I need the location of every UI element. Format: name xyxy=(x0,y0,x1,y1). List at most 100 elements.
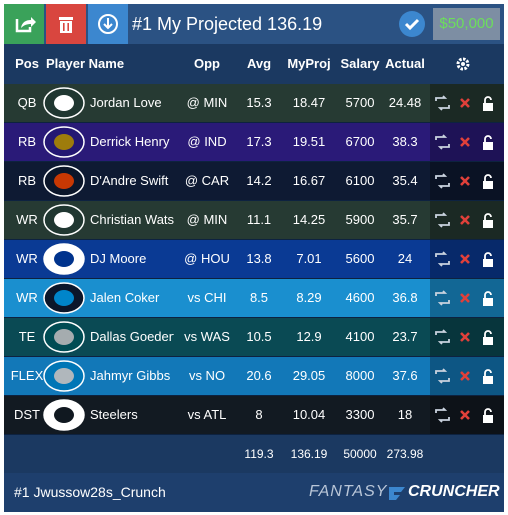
position: RB xyxy=(17,173,37,188)
delete-button[interactable] xyxy=(46,4,86,44)
footer: #1 Jwussow28s_Crunch FANTASY CRUNCHER xyxy=(4,473,504,512)
row-actions xyxy=(430,396,504,434)
lineup-title: #1 My Projected 136.19 xyxy=(132,14,323,34)
stat-cell: 14.2 xyxy=(246,173,272,188)
player-row: WR DJ Moore @ HOU 13.8 7.01 5600 24 xyxy=(4,240,504,279)
stat-cell: 17.3 xyxy=(246,134,272,149)
brand-right: CRUNCHER xyxy=(408,483,500,500)
team-logo xyxy=(43,126,85,158)
stat-cell: 6700 xyxy=(345,134,375,149)
stat-cell: 6100 xyxy=(345,173,375,188)
column-header: Pos xyxy=(15,56,39,71)
action-icons[interactable] xyxy=(430,279,504,317)
position: QB xyxy=(17,95,37,110)
row-actions xyxy=(430,201,504,239)
total-cell: 136.19 xyxy=(290,447,328,461)
total-cell: 273.98 xyxy=(386,447,424,461)
player-name: Steelers xyxy=(90,407,138,422)
stat-cell: 8 xyxy=(255,407,263,422)
confirm-button[interactable] xyxy=(398,10,426,38)
action-icons[interactable] xyxy=(430,201,504,239)
stat-cell: 8000 xyxy=(345,368,375,383)
player-row: WR Jalen Coker vs CHI 8.5 8.29 4600 36.8 xyxy=(4,279,504,318)
action-icons[interactable] xyxy=(430,357,504,395)
stat-cell: 4100 xyxy=(345,329,375,344)
row-actions xyxy=(430,279,504,317)
stat-cell: 14.25 xyxy=(292,212,326,227)
action-icons[interactable] xyxy=(430,396,504,434)
share-button[interactable] xyxy=(4,4,44,44)
team-logo xyxy=(43,399,85,431)
lineup-card: #1 My Projected 136.19 $50,000 Pos Player… xyxy=(4,4,504,512)
stat-cell: vs NO xyxy=(188,368,226,383)
player-name: Christian Watsc xyxy=(90,212,174,227)
stat-cell: @ MIN xyxy=(186,95,228,110)
player-row: DST Steelers vs ATL 8 10.04 3300 18 xyxy=(4,396,504,435)
stat-cell: 10.04 xyxy=(292,407,326,422)
team-logo xyxy=(43,165,85,197)
stat-cell: 18 xyxy=(397,407,413,422)
player-row: TE Dallas Goedert vs WAS 10.5 12.9 4100 23.7 xyxy=(4,318,504,357)
row-actions xyxy=(430,162,504,200)
download-button[interactable] xyxy=(88,4,128,44)
stat-cell: 7.01 xyxy=(296,251,322,266)
player-name: Jordan Love xyxy=(90,95,162,110)
stat-cell: 35.7 xyxy=(392,212,418,227)
stat-cell: 35.4 xyxy=(392,173,418,188)
totals-row: 119.3 136.19 50000 273.98 xyxy=(4,435,504,473)
stat-cell: 18.47 xyxy=(292,95,326,110)
action-icons[interactable] xyxy=(430,84,504,122)
player-row: WR Christian Watsc @ MIN 11.1 14.25 5900 35.7 xyxy=(4,201,504,240)
brand-logo xyxy=(389,487,405,500)
stat-cell: 19.51 xyxy=(292,134,326,149)
stat-cell: 5700 xyxy=(345,95,375,110)
stat-cell: 12.9 xyxy=(296,329,322,344)
action-icons[interactable] xyxy=(430,318,504,356)
player-row: RB Derrick Henry @ IND 17.3 19.51 6700 38.3 xyxy=(4,123,504,162)
row-actions xyxy=(430,357,504,395)
row-actions xyxy=(430,84,504,122)
stat-cell: 8.29 xyxy=(296,290,322,305)
team-logo xyxy=(43,243,85,275)
column-header: MyProj xyxy=(287,56,331,71)
position: WR xyxy=(16,212,38,227)
settings-icon[interactable] xyxy=(455,56,471,72)
action-icons[interactable] xyxy=(430,240,504,278)
row-actions xyxy=(430,123,504,161)
action-icons[interactable] xyxy=(430,162,504,200)
player-row: RB D'Andre Swift @ CAR 14.2 16.67 6100 35.4 xyxy=(4,162,504,201)
stat-cell: 20.6 xyxy=(246,368,272,383)
row-actions xyxy=(430,240,504,278)
stat-cell: 38.3 xyxy=(392,134,418,149)
stat-cell: 3300 xyxy=(345,407,375,422)
column-header: Avg xyxy=(246,56,272,71)
trash-icon xyxy=(59,17,73,33)
stat-cell: @ MIN xyxy=(186,212,228,227)
stat-cell: vs WAS xyxy=(184,329,230,344)
position: DST xyxy=(14,407,40,422)
share-icon xyxy=(15,17,36,33)
total-cell: 119.3 xyxy=(244,447,274,461)
salary-cap: $50,000 xyxy=(433,8,500,40)
column-header: Actual xyxy=(385,56,425,71)
stat-cell: 4600 xyxy=(345,290,375,305)
stat-cell: 36.8 xyxy=(392,290,418,305)
action-icons[interactable] xyxy=(430,123,504,161)
stat-cell: 5900 xyxy=(345,212,375,227)
player-name: Jalen Coker xyxy=(90,290,160,305)
lineup-name: #1 Jwussow28s_Crunch xyxy=(14,484,166,500)
team-logo xyxy=(43,321,85,353)
team-logo xyxy=(43,87,85,119)
stat-cell: 11.1 xyxy=(246,212,272,227)
stat-cell: 29.05 xyxy=(292,368,326,383)
download-icon xyxy=(98,14,118,34)
stat-cell: vs CHI xyxy=(187,290,227,305)
team-logo xyxy=(43,360,85,392)
stat-cell: 5600 xyxy=(345,251,375,266)
player-name: Jahmyr Gibbs xyxy=(90,368,171,383)
brand-left: FANTASY xyxy=(309,483,388,500)
position: FLEX xyxy=(10,368,44,383)
stat-cell: 15.3 xyxy=(246,95,272,110)
team-logo xyxy=(43,282,85,314)
